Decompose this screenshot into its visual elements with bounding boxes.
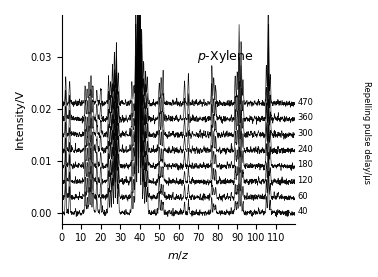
Text: 470: 470 xyxy=(297,98,313,107)
X-axis label: $m/z$: $m/z$ xyxy=(167,249,190,262)
Text: 60: 60 xyxy=(297,192,308,201)
Text: 240: 240 xyxy=(297,145,313,154)
Text: 360: 360 xyxy=(297,113,313,122)
Text: 40: 40 xyxy=(297,207,308,216)
Text: 180: 180 xyxy=(297,160,313,169)
Text: 300: 300 xyxy=(297,129,313,138)
Y-axis label: Intensity/V: Intensity/V xyxy=(15,89,25,149)
Text: $p$-Xylene: $p$-Xylene xyxy=(197,48,254,65)
Text: Repelling pulse delay/µs: Repelling pulse delay/µs xyxy=(362,81,371,184)
Text: 120: 120 xyxy=(297,176,313,185)
